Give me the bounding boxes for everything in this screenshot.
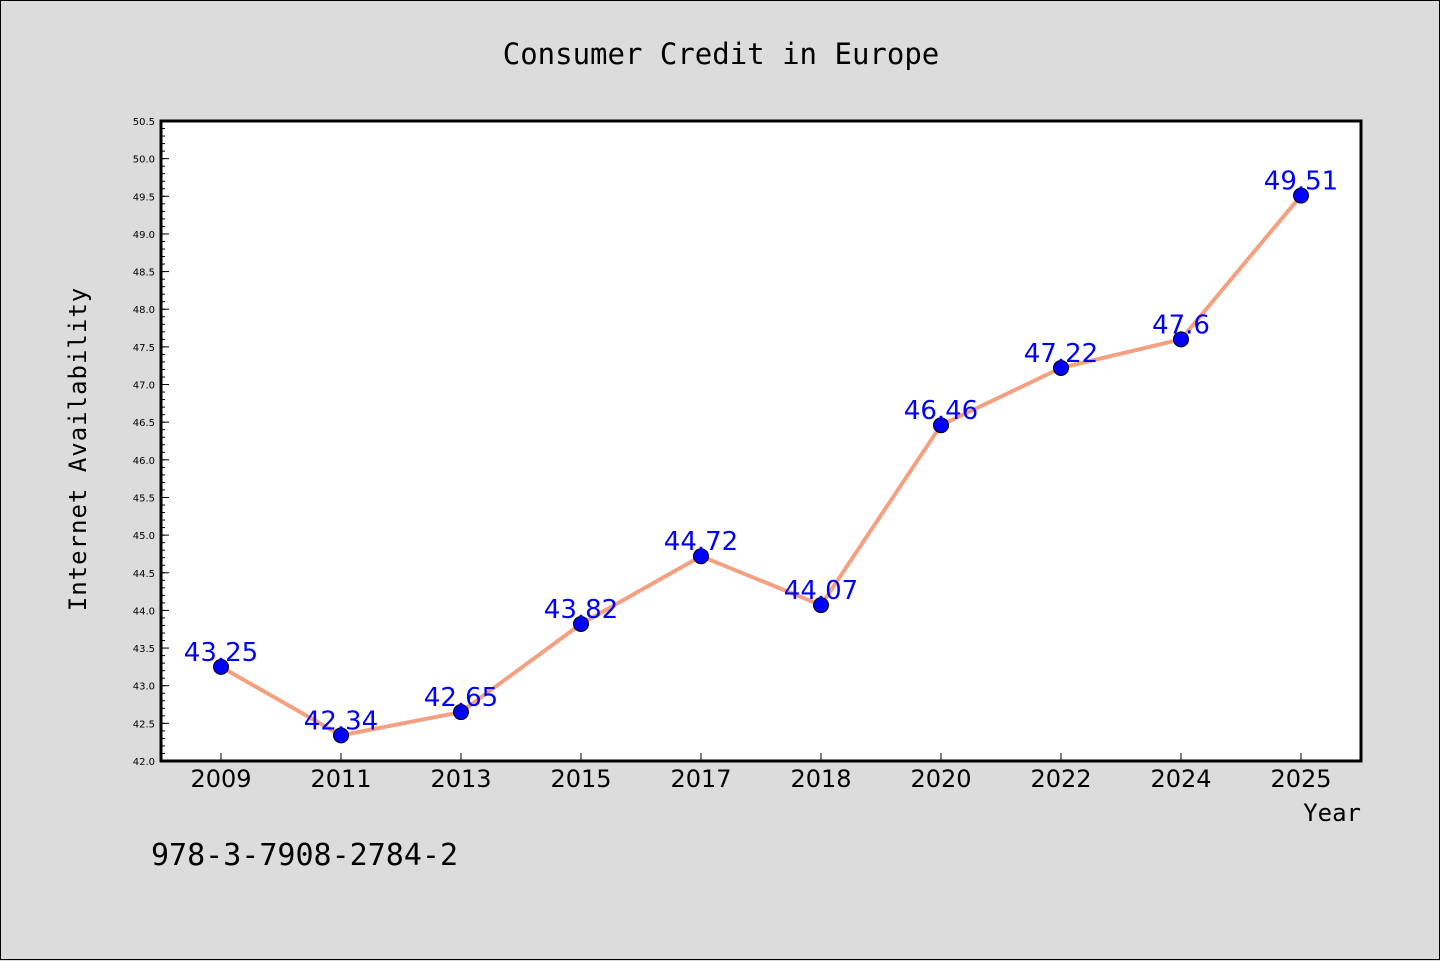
data-label: 43.82 <box>544 595 618 625</box>
data-point <box>573 615 589 632</box>
x-tick-label: 2020 <box>910 765 971 793</box>
y-tick-label: 46.5 <box>133 418 155 429</box>
data-point <box>453 704 469 721</box>
x-tick-label: 2015 <box>550 765 611 793</box>
x-tick-label: 2011 <box>310 765 371 793</box>
y-tick-label: 47.0 <box>133 381 155 392</box>
data-label: 44.72 <box>664 527 738 557</box>
data-point <box>1173 331 1189 348</box>
y-tick-label: 43.5 <box>133 644 155 655</box>
x-tick-label: 2022 <box>1030 765 1091 793</box>
y-tick-label: 44.5 <box>133 569 155 580</box>
chart-title: Consumer Credit in Europe <box>503 37 940 71</box>
plot-area <box>159 119 1363 763</box>
x-tick-label: 2013 <box>430 765 491 793</box>
data-label: 47.22 <box>1024 339 1098 369</box>
data-label: 47.6 <box>1152 310 1210 340</box>
data-point <box>1293 187 1309 204</box>
y-tick-label: 45.5 <box>133 493 155 504</box>
data-markers <box>213 187 1309 744</box>
series-line-group <box>219 193 1303 738</box>
x-tick-label: 2024 <box>1150 765 1211 793</box>
data-point <box>213 658 229 675</box>
y-tick-label: 48.5 <box>133 268 155 279</box>
y-tick-label: 44.0 <box>133 606 155 617</box>
x-tick-label: 2025 <box>1270 765 1331 793</box>
y-tick-label: 49.0 <box>133 230 155 241</box>
data-point <box>1053 359 1069 376</box>
data-point <box>813 597 829 614</box>
data-point <box>933 417 949 434</box>
data-label: 49.51 <box>1264 167 1338 197</box>
y-tick-label: 42.0 <box>133 757 155 768</box>
y-axis: 42.0 42.5 43.0 43.5 44.0 44.5 45.0 45.5 46.0 46.5… <box>133 117 169 768</box>
x-axis: 2009 2011 2013 2015 2017 2018 2020 2022 2024 2025 <box>190 753 1332 793</box>
y-tick-label: 42.5 <box>133 719 155 730</box>
y-tick-label: 46.0 <box>133 456 155 467</box>
data-point <box>333 727 349 744</box>
data-label: 44.07 <box>784 576 858 606</box>
x-tick-label: 2017 <box>670 765 731 793</box>
data-label: 46.46 <box>904 396 978 426</box>
y-axis-label: Internet Availability <box>64 287 92 611</box>
y-tick-label: 50.0 <box>133 155 155 166</box>
y-tick-label: 50.5 <box>133 117 155 128</box>
series-line <box>219 193 1303 738</box>
x-tick-label: 2018 <box>790 765 851 793</box>
y-tick-label: 43.0 <box>133 682 155 693</box>
data-labels: 43.25 42.34 42.65 43.82 44.72 44.07 46.46 47.22… <box>184 167 1338 737</box>
data-label: 42.34 <box>304 706 378 736</box>
y-tick-label: 48.0 <box>133 305 155 316</box>
y-tick-label: 47.5 <box>133 343 155 354</box>
x-tick-label: 2009 <box>190 765 251 793</box>
y-tick-label: 45.0 <box>133 531 155 542</box>
y-tick-label: 49.5 <box>133 192 155 203</box>
data-label: 43.25 <box>184 638 258 668</box>
isbn-annotation: 978-3-7908-2784-2 <box>151 838 458 873</box>
data-label: 42.65 <box>424 683 498 713</box>
x-axis-label: Year <box>1303 799 1361 827</box>
data-point <box>693 548 709 565</box>
